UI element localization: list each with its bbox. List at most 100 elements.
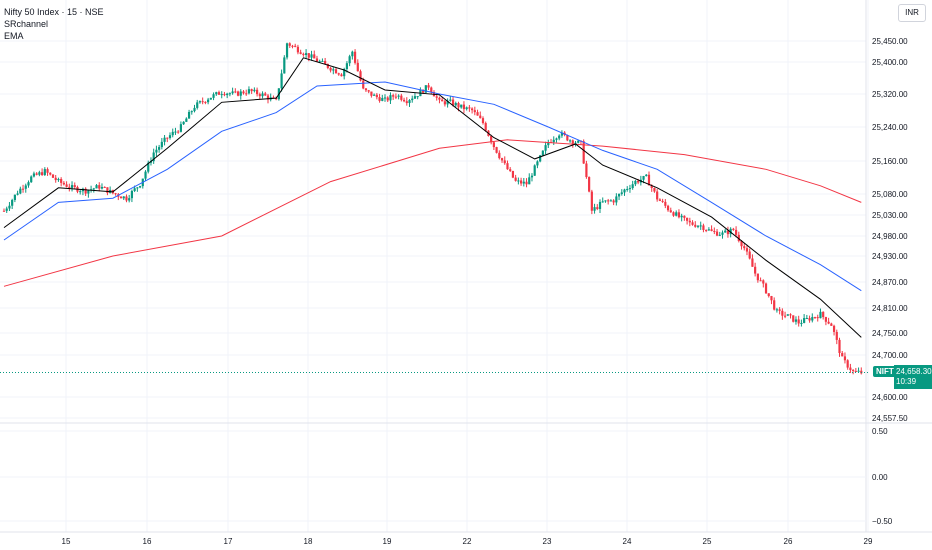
candle-body [582,141,585,164]
candle-body [8,205,11,209]
candle-body [321,60,324,62]
candle-body [471,108,474,111]
candle-body [294,45,297,47]
candle-body [340,74,343,77]
candle-body [193,107,196,112]
candle-body [386,97,389,101]
candle-body [343,68,346,77]
symbol-title[interactable]: Nifty 50 Index · 15 · NSE [4,7,104,17]
candle-body [41,172,44,175]
candle-body [675,212,678,216]
date-tick-label: 15 [62,537,71,546]
date-tick-label: 29 [864,537,873,546]
candle-body [677,212,681,218]
candle-body [566,134,569,141]
ema-fast-line [3,57,862,338]
price-tick-label: 24,930.00 [872,252,908,261]
candle-body [696,225,700,227]
candle-body [119,196,123,199]
candle-body [100,186,104,189]
candle-body [373,94,376,96]
candle-body [422,89,425,93]
candle-body [220,94,223,96]
price-tick-label: 24,870.00 [872,278,908,287]
indicator-srchannel[interactable]: SRchannel [4,19,49,29]
candle-body [615,196,618,203]
candle-body [653,187,656,192]
date-tick-label: 23 [543,537,552,546]
date-tick-label: 25 [703,537,712,546]
candle-body [424,85,427,93]
candle-body [345,63,349,69]
candle-body [672,212,675,216]
candle-body [536,161,539,166]
candle-body [702,225,705,230]
indicator-ema[interactable]: EMA [4,31,24,41]
candle-body [775,309,779,311]
candle-body [481,118,485,124]
candle-body [492,142,495,148]
candle-body [313,54,316,59]
candle-body [179,124,182,132]
price-tick-label: 25,240.00 [872,123,908,132]
candle-body [38,172,41,175]
price-tick-label: 24,700.00 [872,351,908,360]
candle-body [258,94,261,97]
candle-body [144,171,147,179]
candle-body [465,107,468,110]
candle-body [397,95,400,97]
candle-body [830,323,833,326]
candle-body [473,110,476,113]
candle-body [547,142,550,146]
candle-body [590,191,593,211]
currency-button[interactable]: INR [898,4,926,22]
candle-body [204,101,207,103]
candle-body [13,194,16,200]
candle-body [849,367,852,371]
candle-body [813,317,817,319]
candle-body [158,147,161,150]
date-tick-label: 19 [383,537,392,546]
candle-body [854,371,857,373]
candle-body [457,103,460,108]
candle-body [171,131,174,136]
candle-body [460,104,463,108]
candle-body [427,85,430,88]
candle-body [356,62,359,72]
candle-body [656,191,659,200]
candle-body [498,152,501,159]
candle-body [822,311,825,318]
candle-body [694,224,697,227]
candle-body [166,137,169,139]
candle-body [783,315,787,317]
candle-body [555,138,558,140]
candle-body [351,51,354,57]
candle-body [46,169,49,173]
candle-body [70,185,74,188]
candle-body [789,314,792,316]
candle-body [413,96,417,99]
candle-body [484,123,487,131]
candle-body [364,88,368,91]
candle-body [552,139,555,143]
price-tick-label: 25,450.00 [872,37,908,46]
candle-body [468,107,471,109]
candle-body [362,80,365,89]
candle-body [92,188,95,190]
candle-body [686,217,689,221]
candle-body [642,176,645,180]
candle-body [16,193,19,195]
last-price: 24,658.30 [896,367,932,376]
candle-body [24,185,27,189]
candle-body [792,315,795,322]
candle-body [530,175,534,178]
candle-body [767,293,770,297]
candle-body [857,370,860,372]
candle-body [631,184,634,189]
candle-body [612,200,615,203]
price-tick-label: 25,030.00 [872,211,908,220]
candle-body [517,180,520,182]
candle-body [718,234,721,236]
